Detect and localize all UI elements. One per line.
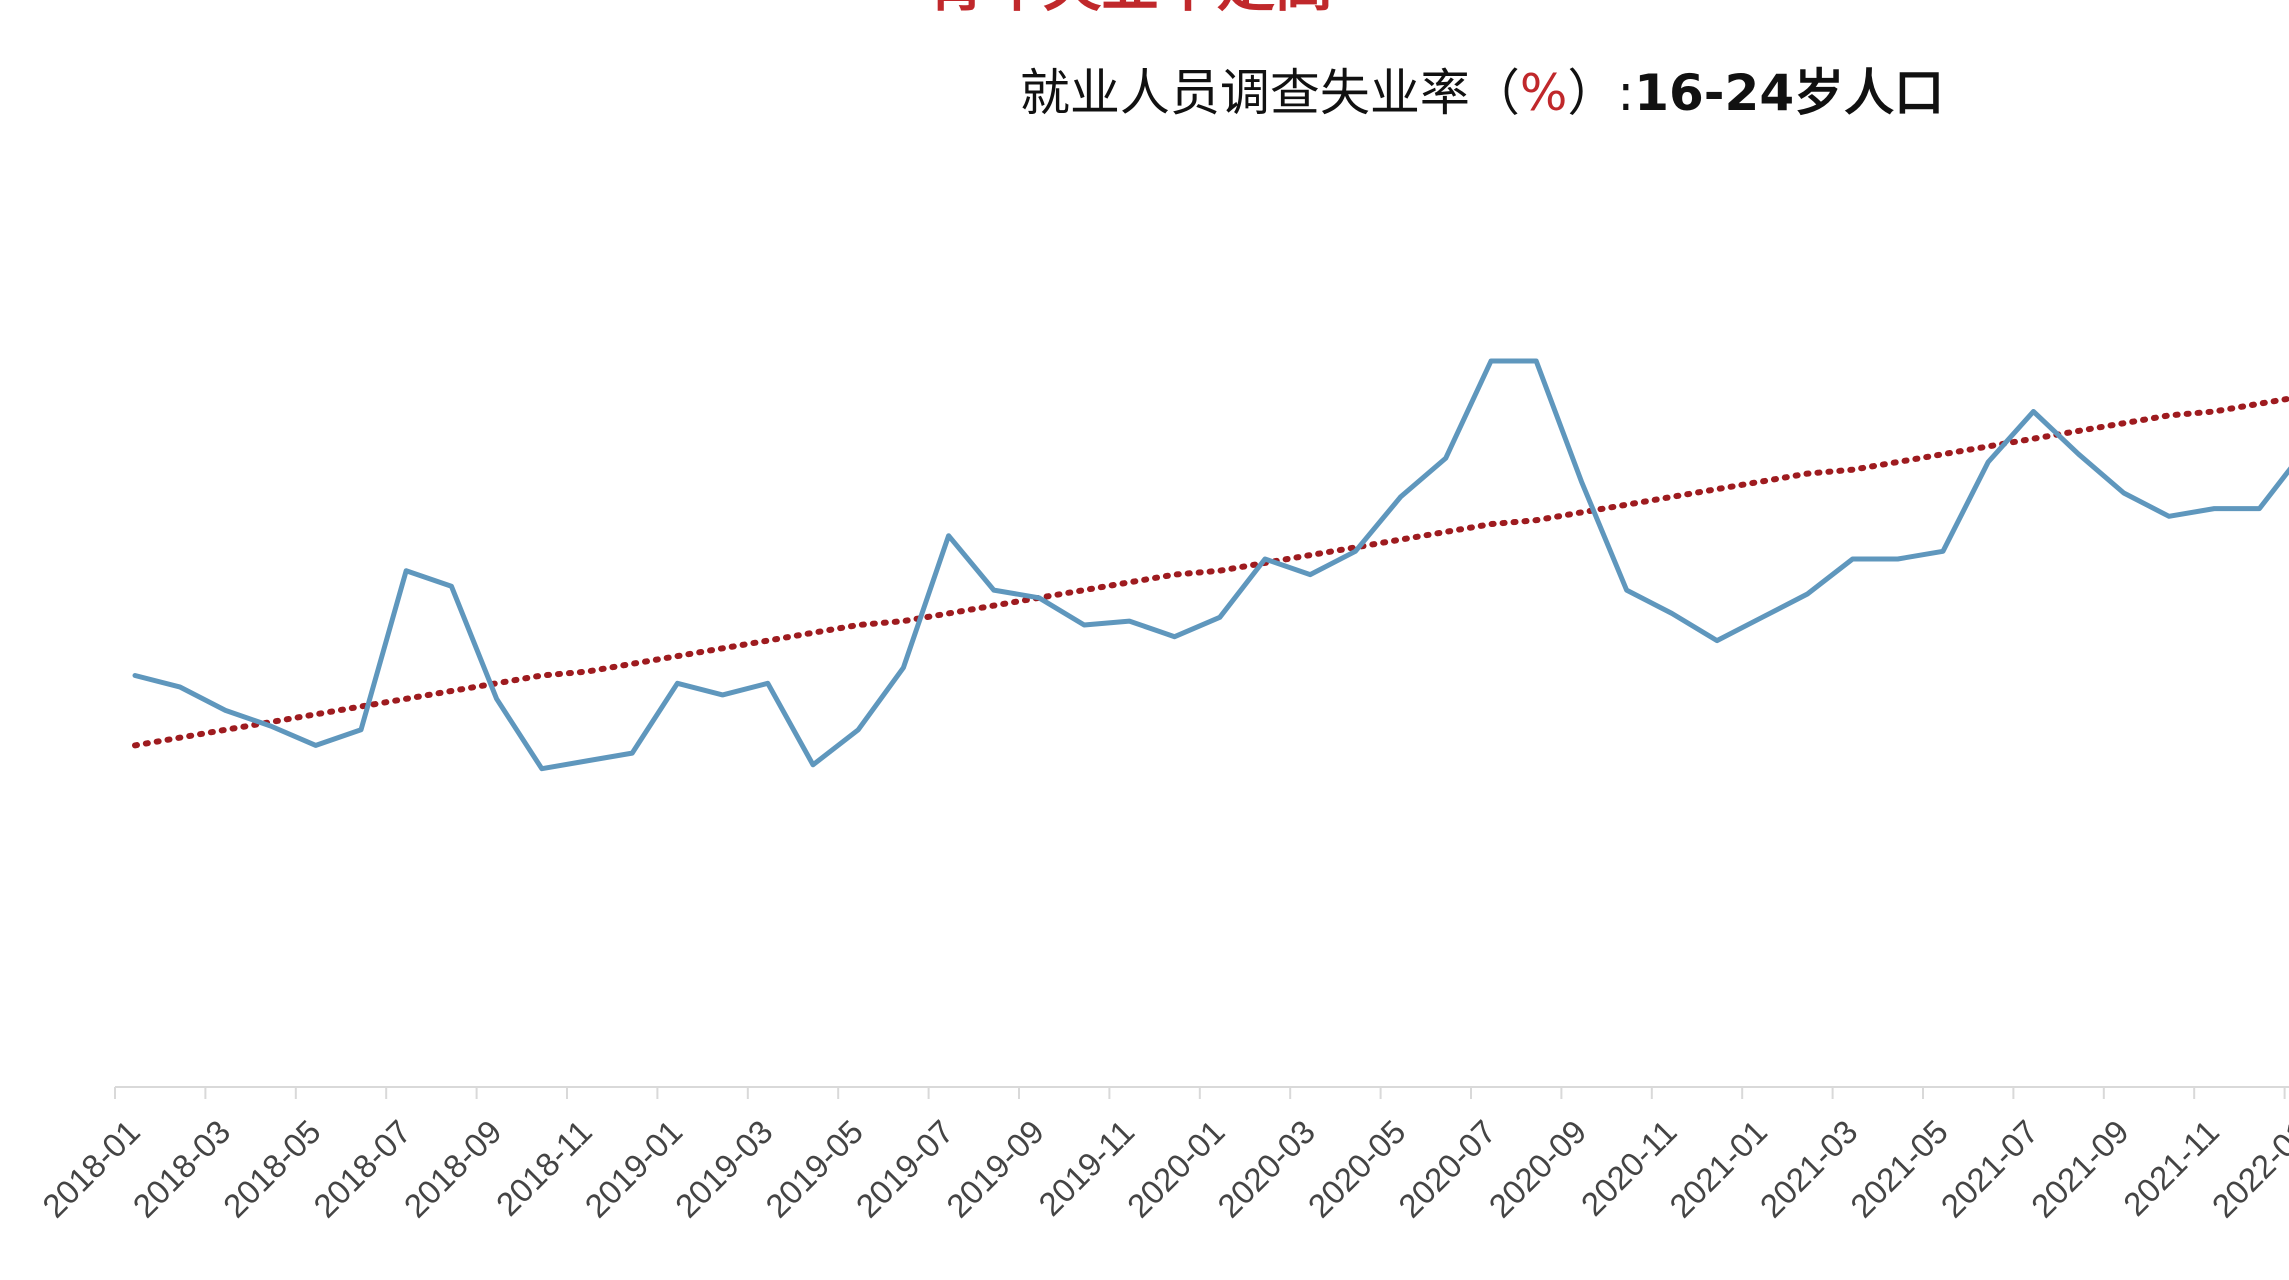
x-tick-label: 2021-07 xyxy=(1934,1113,2046,1225)
x-tick-label: 2018-01 xyxy=(35,1113,147,1225)
x-tick-label: 2020-01 xyxy=(1120,1113,1232,1225)
x-tick-label: 2019-01 xyxy=(578,1113,690,1225)
subtitle-prefix: 就业人员调查失业率（ xyxy=(1019,64,1520,122)
x-tick-label: 2020-03 xyxy=(1210,1113,1322,1225)
x-tick-label: 2021-09 xyxy=(2024,1113,2136,1225)
series-layer xyxy=(132,358,2289,772)
x-tick-label: 2020-05 xyxy=(1301,1113,1413,1225)
subtitle-suffix: ）: xyxy=(1567,64,1635,122)
chart-subtitle: 就业人员调查失业率（%）:16-24岁人口 xyxy=(932,58,2032,128)
subtitle-unit: % xyxy=(1519,64,1568,122)
series-line xyxy=(132,358,2289,772)
x-axis xyxy=(114,1086,2289,1099)
x-tick-label: 2020-07 xyxy=(1391,1113,1503,1225)
x-tick-label: 2021-11 xyxy=(2116,1113,2226,1223)
x-tick-label: 2021-05 xyxy=(1843,1113,1955,1225)
x-tick-label: 2020-11 xyxy=(1574,1113,1684,1223)
x-tick-label: 2018-07 xyxy=(306,1113,418,1225)
x-tick-label: 2019-07 xyxy=(849,1113,961,1225)
subtitle-group: 16-24岁人口 xyxy=(1634,64,1945,122)
x-tick-label: 2021-01 xyxy=(1662,1113,1774,1225)
trendline xyxy=(132,395,2289,749)
trendline-layer xyxy=(132,395,2289,749)
x-tick-label: 2018-05 xyxy=(216,1113,328,1225)
x-tick-label: 2022-01 xyxy=(2205,1113,2289,1225)
x-tick-label: 2018-11 xyxy=(489,1113,599,1223)
x-tick-label: 2018-03 xyxy=(126,1113,238,1225)
x-tick-label: 2019-05 xyxy=(758,1113,870,1225)
x-tick-label: 2018-09 xyxy=(397,1113,509,1225)
x-tick-label: 2021-03 xyxy=(1753,1113,1865,1225)
x-tick-label: 2019-09 xyxy=(939,1113,1051,1225)
x-tick-label: 2019-11 xyxy=(1031,1113,1141,1223)
chart-title: 青年失业率走高 xyxy=(830,0,1430,20)
x-tick-label: 2019-03 xyxy=(668,1113,780,1225)
x-tick-label: 2020-09 xyxy=(1482,1113,1594,1225)
x-tick-labels: 2018-012018-032018-052018-072018-092018-… xyxy=(35,1113,2289,1225)
